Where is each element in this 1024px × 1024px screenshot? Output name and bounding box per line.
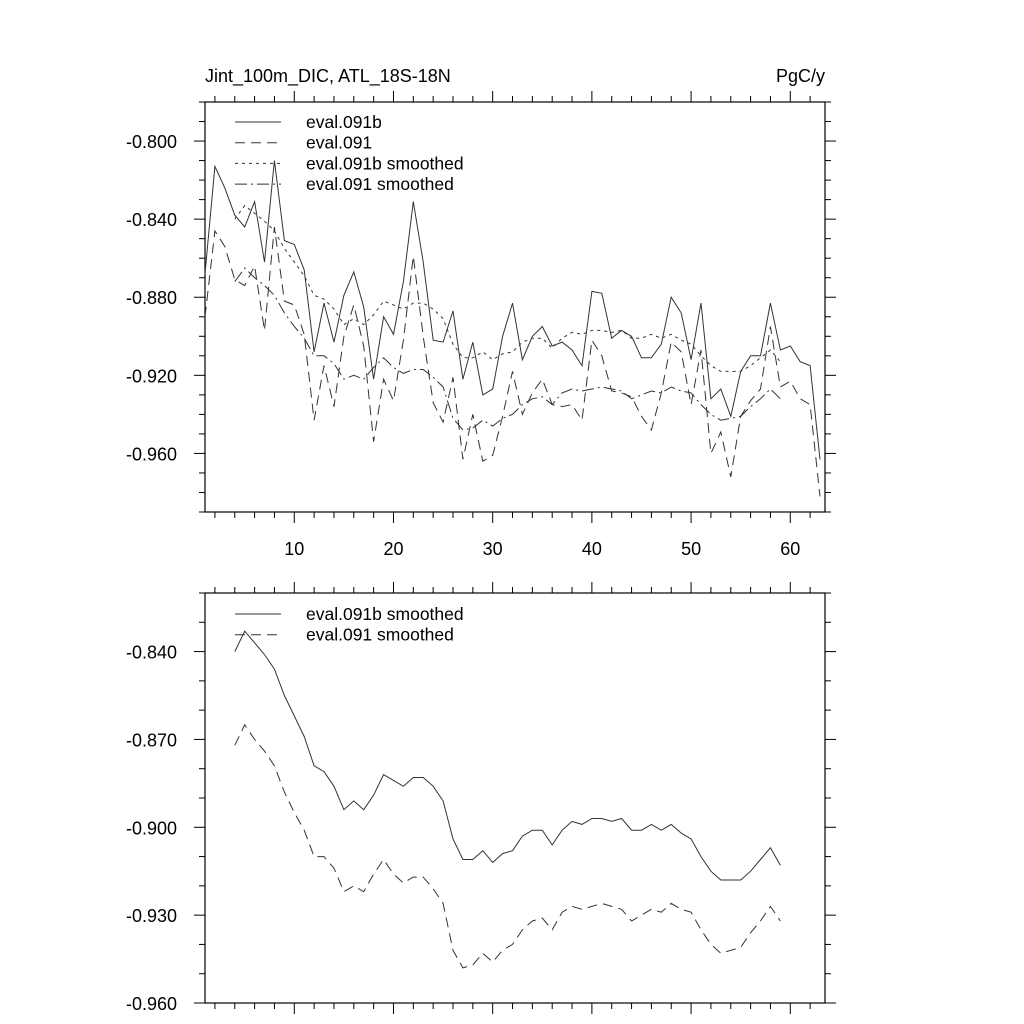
- series-line-eval-091b: [204, 160, 821, 460]
- y-tick-label: -0.800: [126, 132, 177, 152]
- series-line-eval-091: [204, 226, 821, 497]
- plot-frame: [204, 592, 826, 1004]
- legend-label: eval.091 smoothed: [306, 174, 454, 194]
- y-tick-label: -0.930: [126, 906, 177, 926]
- top-plot: 10 20 30 40 50 60 -0.800 -0.840 -0.880 -0.920 -0.9…: [126, 91, 836, 559]
- x-tick-label: 20: [383, 539, 403, 559]
- y-tick-label: -0.960: [126, 994, 177, 1014]
- chart-title: Jint_100m_DIC, ATL_18S-18N: [205, 66, 451, 87]
- series-line-eval-091b-smoothed: [234, 204, 781, 372]
- x-tick-label: 60: [780, 539, 800, 559]
- y-tick-label: -0.840: [126, 643, 177, 663]
- plot-frame: [204, 101, 826, 513]
- y-tick-label: -0.960: [126, 444, 177, 464]
- x-tick-label: 10: [284, 539, 304, 559]
- legend-label: eval.091b smoothed: [306, 604, 464, 624]
- x-tick-label: 40: [582, 539, 602, 559]
- legend-label: eval.091b: [306, 112, 382, 132]
- legend-label: eval.091: [306, 133, 372, 153]
- y-tick-label: -0.840: [126, 210, 177, 230]
- x-tick-label: 50: [681, 539, 701, 559]
- series-line-eval-091b-smoothed: [234, 630, 781, 881]
- y-tick-label: -0.870: [126, 730, 177, 750]
- y-tick-label: -0.900: [126, 818, 177, 838]
- x-tick-label: 30: [483, 539, 503, 559]
- series-line-eval-091-smoothed: [234, 267, 781, 431]
- legend-label: eval.091 smoothed: [306, 625, 454, 645]
- y-tick-label: -0.920: [126, 366, 177, 386]
- units-label: PgC/y: [776, 66, 825, 86]
- series-line-eval-091-smoothed: [234, 723, 781, 969]
- y-tick-label: -0.880: [126, 288, 177, 308]
- bottom-plot: -0.840 -0.870 -0.900 -0.930 -0.960 eval.091b …: [126, 582, 836, 1014]
- legend-label: eval.091b smoothed: [306, 153, 464, 173]
